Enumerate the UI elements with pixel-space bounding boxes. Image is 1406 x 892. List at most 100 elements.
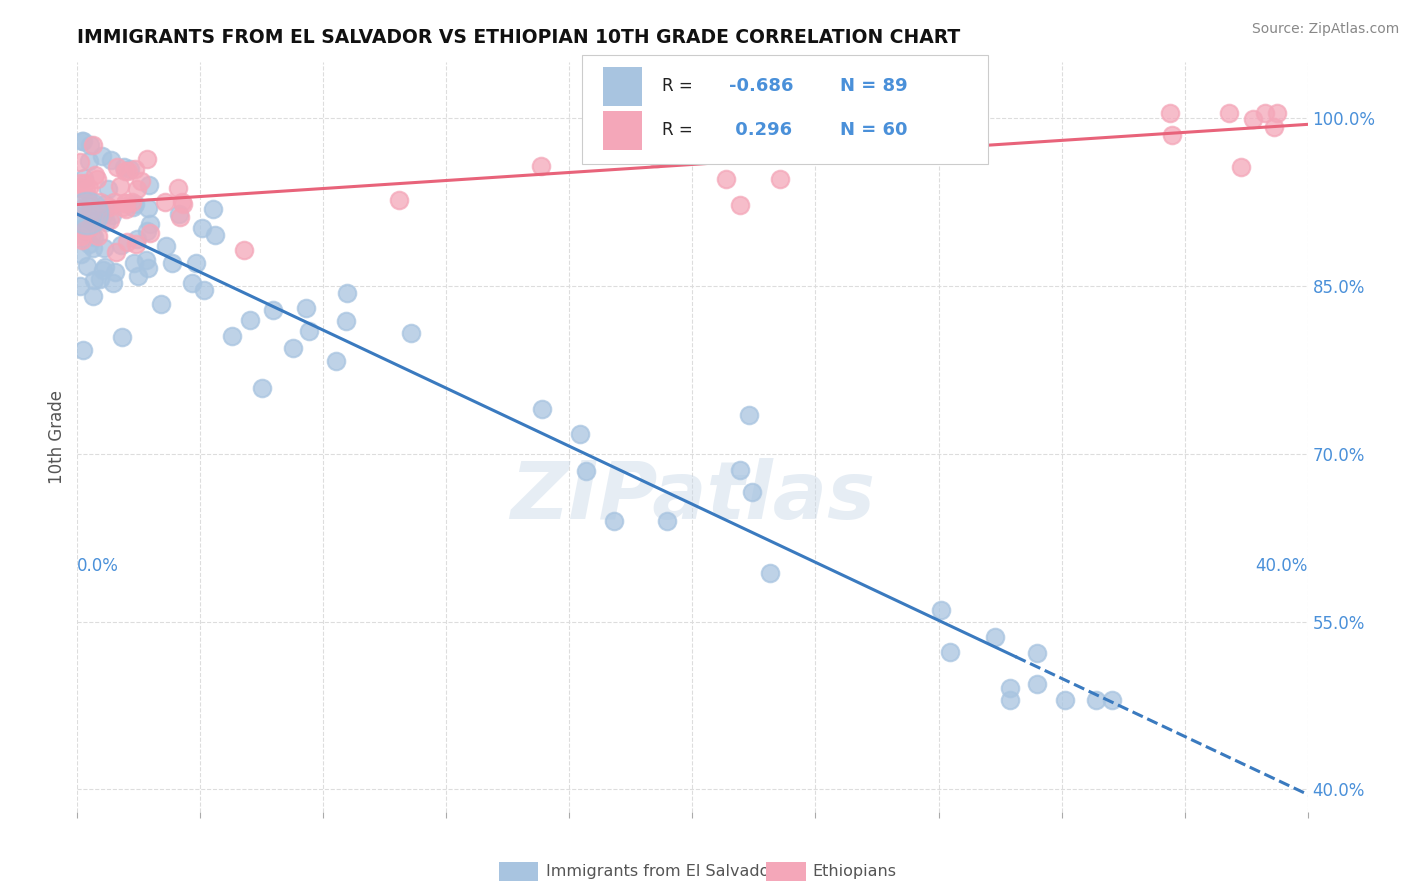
FancyBboxPatch shape [582,55,988,163]
Point [103,194,125,209]
Point [1159,105,1181,120]
Point [1230,160,1253,174]
Point [97,200,120,214]
Point [127,232,149,246]
Point [233,243,256,257]
Point [136,152,159,166]
Point [984,630,1007,644]
Point [110,178,132,193]
Point [1161,128,1184,142]
Point [568,426,591,441]
Point [79,205,101,219]
Point [79,195,101,210]
Point [939,645,962,659]
Point [602,514,624,528]
Point [929,602,952,616]
Text: -0.686: -0.686 [730,78,794,95]
Point [115,202,138,216]
Point [82,214,104,228]
Bar [603,67,643,106]
Point [155,239,177,253]
Point [98,213,121,227]
Point [79,220,101,235]
Point [1265,105,1288,120]
Point [998,681,1021,695]
Point [655,514,678,528]
Point [221,328,243,343]
Point [325,353,347,368]
Point [69,279,91,293]
Point [136,261,159,276]
Point [666,123,689,137]
Point [111,330,134,344]
Point [101,208,124,222]
Point [728,463,751,477]
Point [70,227,93,241]
Point [1026,677,1049,691]
Point [1241,112,1264,126]
Point [86,171,108,186]
Point [388,193,411,207]
Point [204,228,226,243]
Point [112,161,135,175]
Text: N = 60: N = 60 [841,121,908,139]
Point [91,263,114,277]
Point [75,176,97,190]
Point [129,174,152,188]
Point [94,215,117,229]
Point [1101,693,1123,707]
Point [1218,105,1240,120]
Point [76,259,98,273]
Point [1054,693,1077,707]
Point [84,168,107,182]
Point [124,197,146,211]
Point [738,408,761,422]
Point [281,341,304,355]
Point [100,153,122,167]
Point [69,177,91,191]
Text: 40.0%: 40.0% [1256,557,1308,575]
Point [184,255,207,269]
Point [125,237,148,252]
Point [998,693,1021,707]
Point [135,253,157,268]
Point [115,235,138,249]
Point [124,161,146,176]
Point [122,256,145,270]
Point [399,326,422,340]
Point [82,289,104,303]
Point [72,134,94,148]
Point [82,138,104,153]
Point [121,200,143,214]
Point [72,233,94,247]
Point [138,178,160,192]
Text: Source: ZipAtlas.com: Source: ZipAtlas.com [1251,22,1399,37]
Point [93,241,115,255]
Point [191,221,214,235]
Point [1254,105,1277,120]
Point [298,324,321,338]
Point [112,201,135,215]
Point [75,182,97,196]
Text: Ethiopians: Ethiopians [813,864,897,879]
Point [117,163,139,178]
Point [169,210,191,224]
Point [83,272,105,286]
Point [139,217,162,231]
Point [110,238,132,252]
Text: R =: R = [662,121,697,139]
Text: Immigrants from El Salvador: Immigrants from El Salvador [546,864,776,879]
Point [125,182,148,196]
Point [728,198,751,212]
Point [121,194,143,209]
Point [72,343,94,357]
Point [89,271,111,285]
Point [77,237,100,252]
Text: IMMIGRANTS FROM EL SALVADOR VS ETHIOPIAN 10TH GRADE CORRELATION CHART: IMMIGRANTS FROM EL SALVADOR VS ETHIOPIAN… [77,28,960,47]
Point [80,206,103,220]
Point [114,164,136,178]
Text: ZIPatlas: ZIPatlas [510,458,875,536]
Point [201,202,224,217]
Point [136,224,159,238]
Point [73,171,96,186]
